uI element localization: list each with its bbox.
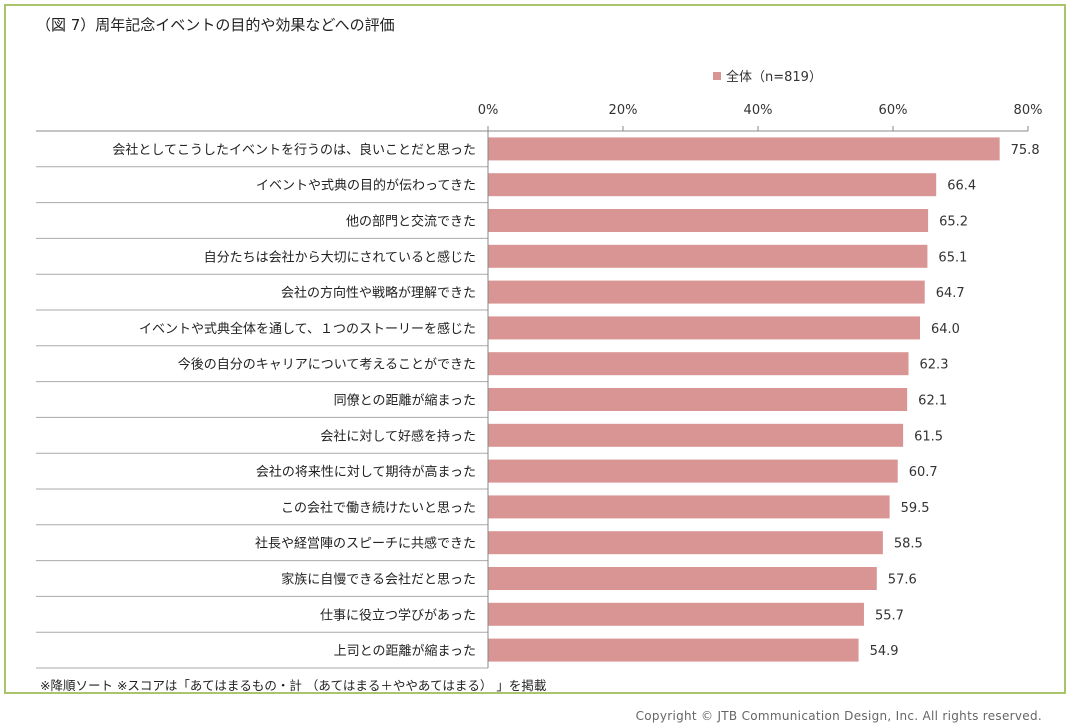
category-label: 同僚との距離が縮まった: [334, 393, 476, 409]
category-label: イベントや式典の目的が伝わってきた: [256, 178, 476, 194]
bar: [488, 316, 920, 340]
bar: [488, 638, 859, 662]
legend: 全体（n=819）: [713, 66, 822, 85]
category-label: 会社の方向性や戦略が理解できた: [281, 285, 476, 301]
category-label: 仕事に役立つ学びがあった: [320, 607, 476, 623]
bar: [488, 352, 909, 376]
category-label: 家族に自慢できる会社だと思った: [281, 572, 476, 588]
x-tick-label: 40%: [744, 103, 773, 118]
category-label: 今後の自分のキャリアについて考えることができた: [178, 357, 476, 373]
value-label: 62.1: [918, 394, 947, 409]
bar: [488, 244, 928, 268]
category-label: 会社としてこうしたイベントを行うのは、良いことだと思った: [112, 142, 476, 158]
bar-chart: 0% 20% 40% 60% 80% 会社としてこうしたイベントを行うのは、良いことだと思…: [36, 103, 1043, 669]
x-tick-label: 80%: [1014, 103, 1043, 118]
value-label: 66.4: [947, 179, 976, 194]
value-label: 65.1: [938, 250, 967, 265]
copyright: Copyright © JTB Communication Design, In…: [635, 709, 1042, 723]
bar: [488, 459, 898, 483]
value-label: 64.7: [936, 286, 965, 301]
bar: [488, 280, 925, 304]
x-tick-label: 0%: [478, 103, 499, 118]
value-label: 55.7: [875, 608, 904, 623]
chart-frame: [4, 4, 1066, 694]
value-label: 75.8: [1011, 143, 1040, 158]
category-label: 他の部門と交流できた: [346, 214, 476, 230]
bar: [488, 173, 937, 197]
category-label: 会社の将来性に対して期待が高まった: [256, 464, 476, 480]
legend-label: 全体（n=819）: [726, 70, 822, 85]
category-label: 上司との距離が縮まった: [334, 643, 476, 659]
category-label: イベントや式典全体を通して、１つのストーリーを感じた: [139, 321, 476, 337]
legend-swatch: [713, 72, 721, 80]
bar: [488, 531, 883, 555]
value-label: 54.9: [870, 644, 899, 659]
value-label: 57.6: [888, 573, 917, 588]
category-label: 社長や経営陣のスピーチに共感できた: [255, 536, 476, 552]
value-label: 62.3: [920, 358, 949, 373]
footnote: ※降順ソート ※スコアは「あてはまるもの・計 （あてはまる＋ややあてはまる） 」…: [40, 678, 547, 693]
bar: [488, 209, 929, 232]
value-label: 61.5: [914, 429, 943, 444]
value-label: 65.2: [939, 215, 968, 230]
bar: [488, 423, 904, 447]
category-label: この会社で働き続けたいと思った: [281, 500, 476, 516]
bar: [488, 495, 890, 519]
bar: [488, 602, 864, 626]
chart-title: （図 7）周年記念イベントの目的や効果などへの評価: [36, 16, 395, 34]
category-label: 会社に対して好感を持った: [320, 428, 476, 444]
value-label: 58.5: [894, 537, 923, 552]
bar: [488, 388, 908, 411]
x-tick-label: 60%: [879, 103, 908, 118]
bar: [488, 567, 877, 590]
value-label: 59.5: [901, 501, 930, 516]
bar: [488, 137, 1000, 161]
category-label: 自分たちは会社から大切にされていると感じた: [204, 249, 476, 265]
value-label: 64.0: [931, 322, 960, 337]
value-label: 60.7: [909, 465, 938, 480]
x-tick-label: 20%: [609, 103, 638, 118]
